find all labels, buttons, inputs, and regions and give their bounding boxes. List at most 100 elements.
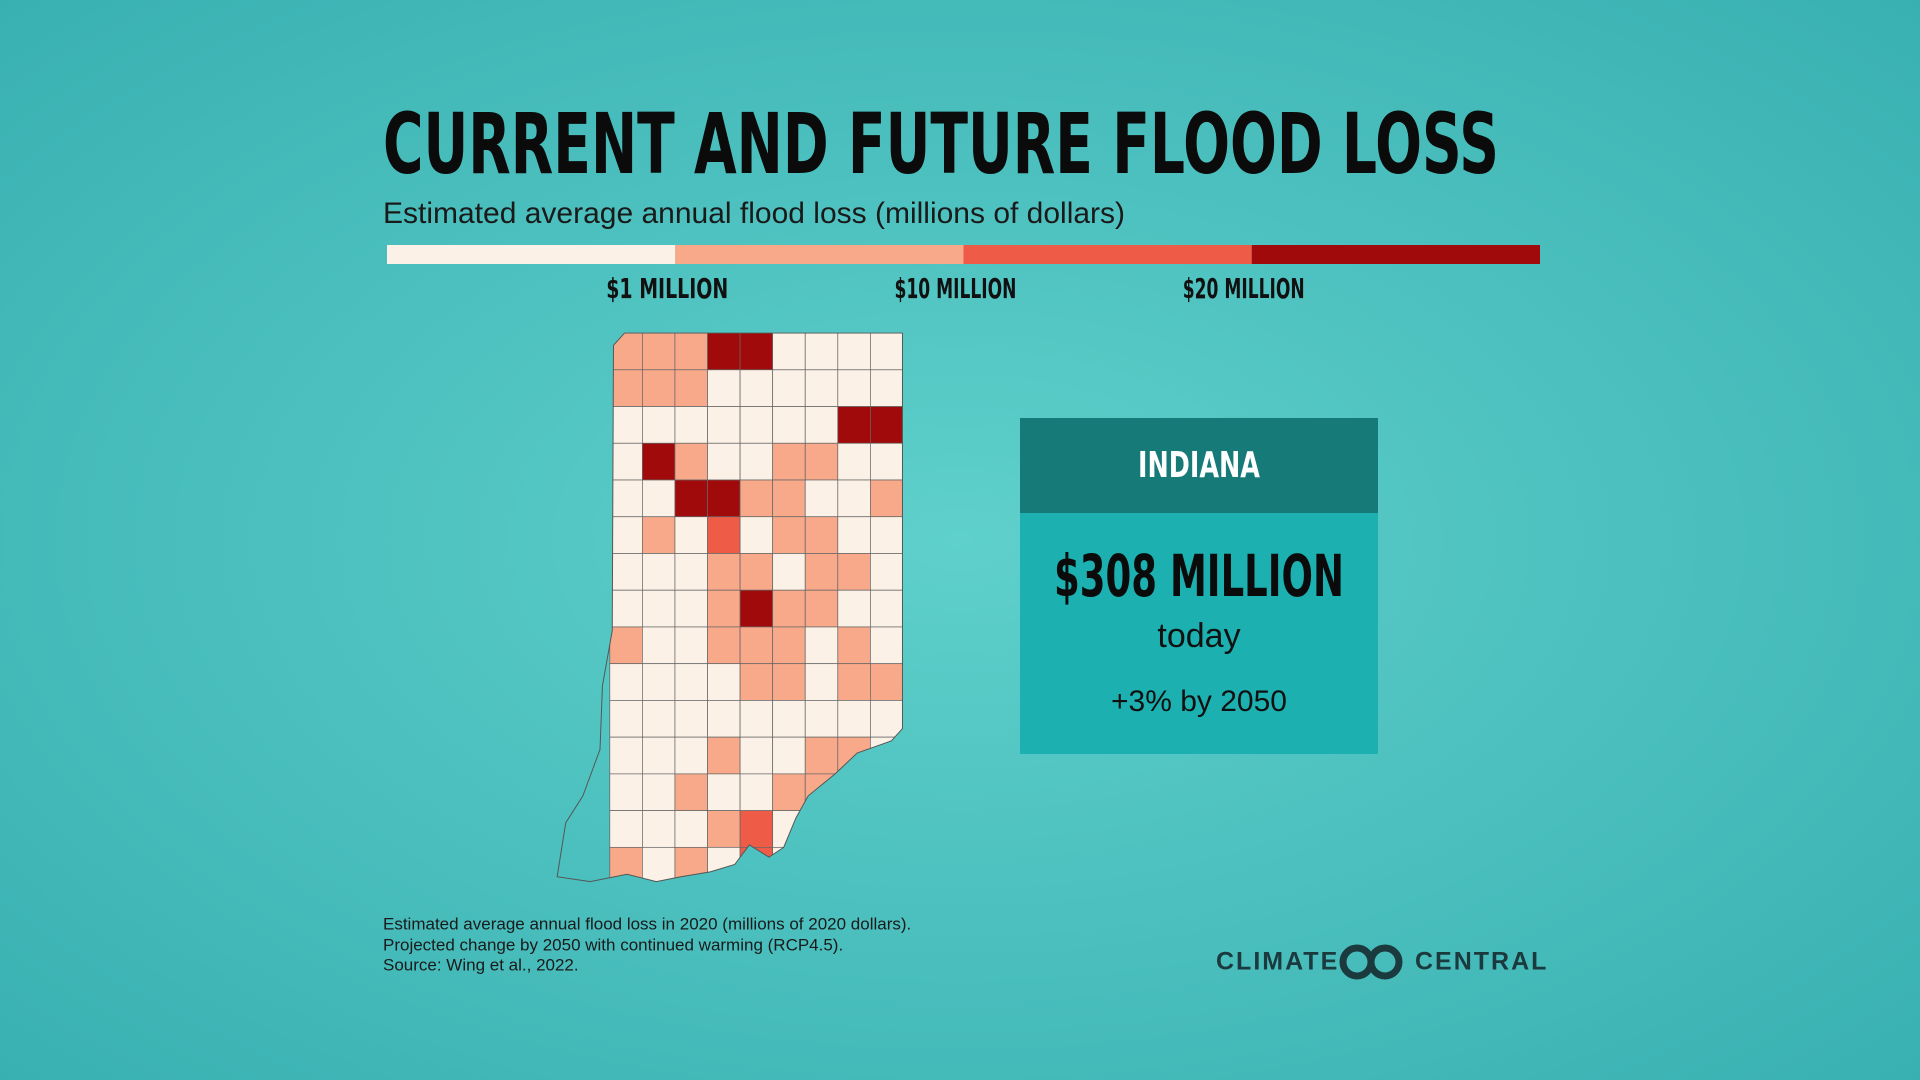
legend-bin [963,245,1252,264]
county [642,663,676,701]
state-name: INDIANA [1138,445,1260,486]
county [609,663,643,701]
footnote-line: Source: Wing et al., 2022. [383,955,579,974]
county [772,589,806,628]
county [642,369,676,407]
county [772,333,806,371]
county [707,406,741,444]
county [674,589,708,628]
county [739,626,774,665]
county [674,369,708,407]
county [642,700,676,738]
logo-mark [1339,944,1403,980]
county [707,333,741,371]
county [642,516,676,554]
county [609,700,643,738]
county [739,369,774,407]
county [804,479,839,518]
county [739,333,774,371]
state-change: +3% by 2050 [1111,685,1287,718]
county [609,442,643,481]
county [804,442,839,481]
county [772,626,806,665]
county [674,810,708,848]
county [870,442,903,481]
state-map [556,332,903,883]
county [642,553,676,591]
legend-bin [675,245,964,264]
county [739,736,774,775]
county [772,369,806,407]
county [642,773,676,811]
county [707,516,741,554]
county [804,626,839,665]
county [870,626,903,665]
county [609,589,643,628]
county [837,663,871,701]
logo-text: CENTRAL [1415,948,1548,976]
legend-label: $10 MILLION [895,272,1017,305]
county [674,333,708,371]
legend: $1 MILLION $10 MILLION $20 MILLION [387,245,1540,305]
county [772,663,806,701]
county [772,553,806,591]
logo-text: CLIMATE [1216,948,1339,976]
county [609,479,643,518]
county [609,626,643,665]
county [837,369,871,407]
county [772,700,806,738]
county [674,442,708,481]
counties [609,333,903,882]
county [642,736,676,775]
county [772,406,806,444]
county [739,663,774,701]
county [674,700,708,738]
county [707,810,741,848]
title: CURRENT AND FUTURE FLOOD LOSS [383,95,1499,193]
county [609,773,643,811]
county [707,553,741,591]
county [642,589,676,628]
county [739,479,774,518]
county [707,736,741,775]
county [837,700,871,738]
county [870,369,903,407]
county [837,516,871,554]
county [674,406,708,444]
legend-label: $20 MILLION [1183,272,1305,305]
county [609,736,643,775]
county [609,406,643,444]
legend-bin [1251,245,1540,264]
county [739,589,774,628]
county [870,406,903,444]
state-period: today [1157,617,1240,655]
county [870,516,903,554]
county [642,626,676,665]
state-outline [556,332,903,883]
county [804,736,839,775]
county [739,810,774,848]
county [837,442,871,481]
county [707,773,741,811]
county [739,773,774,811]
county [870,553,903,591]
county [837,333,871,371]
county [804,333,839,371]
county [674,626,708,665]
county [739,406,774,444]
county [837,553,871,591]
footnote-line: Projected change by 2050 with continued … [383,935,843,954]
county [837,406,871,444]
county [642,810,676,848]
county [870,479,903,518]
county [642,406,676,444]
legend-label: $1 MILLION [606,272,728,305]
county [642,442,676,481]
county [804,516,839,554]
county [870,663,903,701]
box-header [1020,418,1378,513]
county [837,479,871,518]
county [609,553,643,591]
county [674,773,708,811]
